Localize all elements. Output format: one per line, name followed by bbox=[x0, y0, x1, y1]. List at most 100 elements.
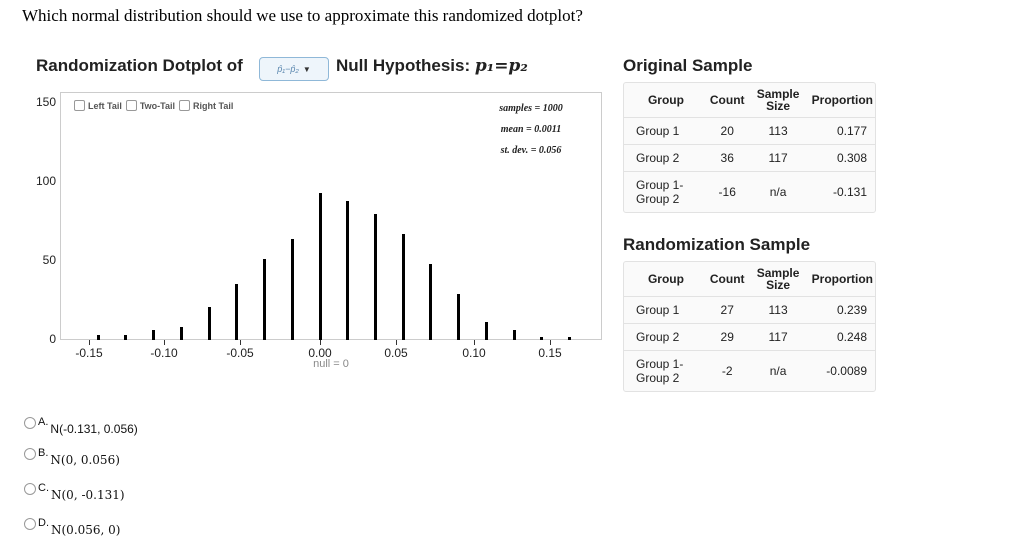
choice-a-text: N(-0.131, 0.056) bbox=[50, 422, 138, 436]
choice-b-text: N(0, 0.056) bbox=[50, 453, 120, 467]
right-tail-label: Right Tail bbox=[193, 100, 234, 111]
proportion-cell: -0.131 bbox=[809, 171, 875, 212]
choice-d[interactable]: D. N(0.056, 0) bbox=[24, 517, 120, 537]
choice-b[interactable]: B. N(0, 0.056) bbox=[24, 447, 120, 467]
table-row: Group 1 27 113 0.239 bbox=[624, 296, 875, 324]
col-header: Group bbox=[647, 272, 684, 286]
two-tail-checkbox[interactable] bbox=[125, 100, 137, 111]
x-tick-label: -0.05 bbox=[226, 346, 254, 360]
x-tick-mark bbox=[396, 340, 397, 345]
col-header: Proportion bbox=[811, 272, 873, 286]
randomization-sample-title: Randomization Sample bbox=[623, 235, 811, 254]
choice-c-text: N(0, -0.131) bbox=[51, 488, 125, 502]
x-tick-mark bbox=[474, 340, 475, 345]
count-cell: 29 bbox=[707, 323, 747, 351]
question-text: Which normal distribution should we use … bbox=[22, 6, 583, 25]
summary-stats: samples = 1000 mean = 0.0011 st. dev. = … bbox=[476, 98, 586, 161]
sd-value: st. dev. = 0.056 bbox=[500, 145, 562, 156]
null-hypothesis-formula: p₁=p₂ bbox=[474, 56, 528, 76]
two-tail-label: Two-Tail bbox=[139, 100, 176, 111]
x-tick-label: 0.00 bbox=[308, 346, 332, 360]
x-tick-label: 0.05 bbox=[384, 346, 408, 360]
group-cell: Group 2 bbox=[624, 144, 708, 172]
dotplot-bar bbox=[96, 334, 100, 340]
table-row: Group 1 20 113 0.177 bbox=[624, 117, 875, 145]
dotplot-bar bbox=[512, 329, 516, 340]
y-tick-label: 0 bbox=[49, 332, 56, 346]
chevron-down-icon: ▼ bbox=[302, 64, 311, 74]
count-cell: -2 bbox=[707, 350, 747, 391]
size-cell: 113 bbox=[746, 296, 810, 324]
y-tick-label: 150 bbox=[35, 95, 56, 109]
group-cell: Group 1- Group 2 bbox=[624, 350, 708, 391]
right-tail-checkbox[interactable] bbox=[179, 100, 191, 111]
choice-b-radio[interactable] bbox=[24, 448, 36, 460]
count-cell: 20 bbox=[707, 117, 747, 145]
size-cell: 113 bbox=[746, 117, 810, 145]
dotplot-bar bbox=[152, 329, 156, 340]
group-cell: Group 1 bbox=[624, 117, 708, 145]
randomization-sample-table: Group Count Sample Size Proportion Group… bbox=[623, 261, 876, 392]
choice-d-radio[interactable] bbox=[24, 518, 36, 530]
tail-options: Left Tail Two-Tail Right Tail bbox=[74, 100, 237, 111]
null-marker-label: null = 0 bbox=[313, 358, 349, 370]
count-cell: 27 bbox=[707, 296, 747, 324]
right-tail-option[interactable]: Right Tail bbox=[179, 100, 233, 111]
dotplot-bar bbox=[401, 233, 405, 340]
y-tick-label: 100 bbox=[35, 174, 56, 188]
dotplot-bar bbox=[179, 327, 183, 340]
statistic-selected: p̂₁−p̂₂ bbox=[277, 64, 299, 74]
count-cell: 36 bbox=[707, 144, 747, 172]
dotplot-bar bbox=[373, 213, 377, 340]
choice-d-letter: D. bbox=[38, 517, 49, 529]
left-tail-option[interactable]: Left Tail bbox=[74, 100, 122, 111]
left-tail-checkbox[interactable] bbox=[74, 100, 85, 111]
col-header: Proportion bbox=[811, 93, 873, 107]
table-row: Group 2 29 117 0.248 bbox=[624, 323, 875, 351]
col-header: Sample Size bbox=[756, 87, 800, 113]
proportion-cell: 0.248 bbox=[809, 323, 875, 351]
statistic-dropdown[interactable]: p̂₁−p̂₂ ▼ bbox=[259, 57, 329, 81]
group-cell: Group 1- Group 2 bbox=[624, 171, 708, 212]
dotplot-bar bbox=[540, 337, 544, 340]
size-cell: 117 bbox=[746, 323, 810, 351]
dotplot-bar bbox=[207, 307, 211, 340]
dotplot-bar bbox=[263, 259, 267, 340]
choice-d-text: N(0.056, 0) bbox=[51, 523, 121, 537]
dotplot-bar bbox=[124, 334, 128, 340]
x-tick-label: 0.10 bbox=[462, 346, 486, 360]
mean-value: mean = 0.0011 bbox=[500, 124, 562, 135]
size-cell: n/a bbox=[746, 171, 810, 212]
x-tick-mark bbox=[240, 340, 241, 345]
choice-a-radio[interactable] bbox=[24, 417, 36, 429]
group-cell: Group 2 bbox=[624, 323, 708, 351]
size-cell: n/a bbox=[746, 350, 810, 391]
choice-a[interactable]: A. N(-0.131, 0.056) bbox=[24, 416, 138, 436]
x-tick-label: -0.15 bbox=[75, 346, 103, 360]
choice-c-radio[interactable] bbox=[24, 483, 36, 495]
choice-c[interactable]: C. N(0, -0.131) bbox=[24, 482, 125, 502]
dotplot-bar bbox=[235, 284, 239, 340]
left-tail-label: Left Tail bbox=[88, 100, 122, 111]
table-row: Group 1- Group 2 -16 n/a -0.131 bbox=[624, 171, 875, 212]
dotplot-bar bbox=[429, 264, 433, 340]
dotplot-bar bbox=[567, 337, 571, 340]
original-sample-table: Group Count Sample Size Proportion Group… bbox=[623, 82, 876, 213]
choice-c-letter: C. bbox=[38, 482, 49, 494]
table-row: Group 1- Group 2 -2 n/a -0.0089 bbox=[624, 350, 875, 391]
samples-count: samples = 1000 bbox=[499, 103, 563, 114]
x-tick-mark bbox=[89, 340, 90, 345]
dotplot-bar bbox=[318, 193, 322, 340]
size-cell: 117 bbox=[746, 144, 810, 172]
col-header: Sample Size bbox=[756, 266, 800, 292]
proportion-cell: -0.0089 bbox=[809, 350, 875, 391]
dotplot-bar bbox=[457, 294, 461, 340]
y-tick-label: 50 bbox=[42, 253, 56, 267]
dotplot-area bbox=[60, 92, 602, 340]
x-tick-mark bbox=[320, 340, 321, 345]
col-header: Count bbox=[709, 272, 745, 286]
dotplot-bar bbox=[290, 238, 294, 340]
choice-a-letter: A. bbox=[38, 416, 49, 428]
two-tail-option[interactable]: Two-Tail bbox=[125, 100, 176, 111]
null-hypothesis: Null Hypothesis: p₁=p₂ bbox=[336, 56, 528, 76]
